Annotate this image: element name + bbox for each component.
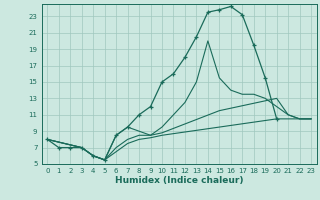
X-axis label: Humidex (Indice chaleur): Humidex (Indice chaleur) (115, 176, 244, 185)
